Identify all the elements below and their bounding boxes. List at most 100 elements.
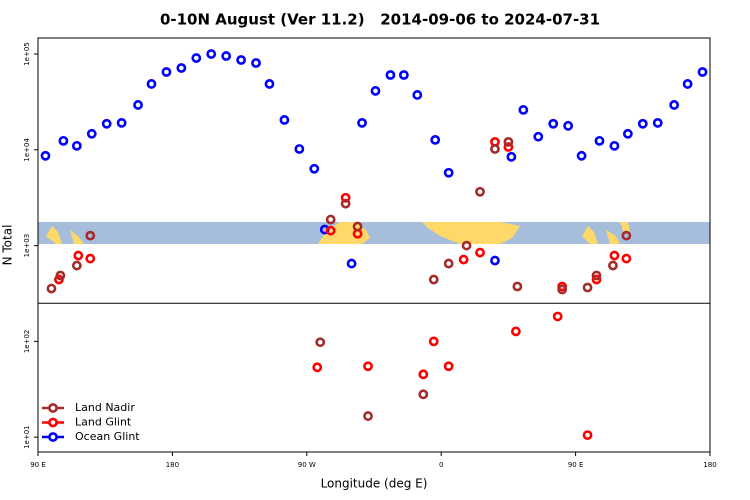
point — [161, 67, 172, 77]
point — [552, 311, 563, 322]
point — [594, 135, 605, 146]
point — [563, 120, 574, 131]
point — [398, 70, 409, 80]
point — [357, 117, 367, 128]
point — [86, 128, 97, 139]
point — [370, 86, 381, 96]
legend-label: Land Nadir — [75, 401, 135, 414]
point — [682, 79, 693, 89]
point — [458, 254, 469, 265]
point — [475, 186, 485, 197]
legend-marker — [48, 403, 58, 413]
point — [309, 163, 320, 174]
x-tick-label: 180 — [166, 461, 179, 469]
point — [294, 144, 305, 154]
point — [591, 270, 602, 281]
point — [518, 105, 529, 115]
point — [312, 362, 323, 373]
point — [609, 250, 620, 261]
legend-label: Land Glint — [75, 416, 132, 429]
point — [116, 117, 127, 128]
point — [652, 117, 663, 128]
point — [622, 128, 633, 139]
point — [340, 198, 351, 209]
x-axis-label: Longitude (deg E) — [321, 477, 428, 491]
point — [352, 221, 363, 232]
point — [609, 140, 620, 151]
point — [418, 369, 429, 380]
point — [71, 260, 82, 271]
series — [40, 49, 708, 269]
point — [443, 167, 454, 178]
point — [669, 100, 680, 110]
point — [40, 150, 51, 161]
point — [443, 258, 454, 269]
point — [46, 283, 57, 294]
legend-marker — [48, 432, 58, 442]
point — [621, 230, 632, 241]
point — [490, 144, 500, 154]
point — [146, 79, 157, 89]
point — [576, 150, 587, 161]
point — [251, 58, 261, 68]
x-tick-label: 90 W — [298, 461, 316, 469]
point — [191, 53, 202, 63]
point — [582, 430, 593, 441]
chart-title: 0-10N August (Ver 11.2) 2014-09-06 to 20… — [160, 11, 600, 29]
legend-marker — [48, 417, 58, 428]
point — [503, 136, 514, 147]
point — [85, 253, 96, 264]
point — [325, 214, 336, 225]
x-tick-label: 90 E — [568, 461, 584, 469]
point — [591, 274, 602, 285]
point — [412, 90, 423, 100]
point — [85, 230, 96, 241]
point — [264, 79, 275, 89]
point — [346, 258, 357, 269]
point — [637, 118, 648, 129]
point — [133, 100, 143, 110]
point — [236, 55, 246, 65]
point — [490, 255, 500, 266]
point — [461, 240, 472, 251]
point — [315, 337, 326, 348]
point — [697, 67, 708, 77]
map-band — [38, 222, 710, 244]
map-land — [582, 222, 630, 244]
legend-label: Ocean Glint — [75, 430, 140, 443]
point — [582, 282, 593, 293]
point — [608, 260, 618, 271]
point — [385, 70, 396, 80]
point — [506, 151, 517, 162]
series — [46, 136, 632, 421]
point — [503, 142, 514, 152]
x-tick-label: 180 — [703, 461, 716, 469]
point — [176, 63, 187, 73]
y-tick-label: 1e+02 — [23, 330, 31, 354]
point — [206, 49, 217, 59]
x-tick-label: 90 E — [30, 461, 46, 469]
y-axis-label: N Total — [1, 225, 15, 266]
point — [71, 140, 82, 151]
point — [621, 253, 632, 264]
map-land — [46, 226, 84, 244]
point — [548, 118, 559, 129]
point — [325, 225, 336, 236]
point — [443, 361, 454, 372]
point — [101, 118, 112, 129]
x-tick-label: 0 — [439, 461, 443, 469]
point — [475, 247, 485, 258]
y-tick-label: 1e+04 — [23, 138, 31, 162]
point — [428, 336, 439, 347]
point — [533, 131, 544, 142]
point — [73, 250, 84, 261]
y-tick-label: 1e+01 — [23, 425, 31, 449]
point — [557, 284, 568, 295]
point — [221, 51, 232, 61]
point — [55, 270, 66, 281]
map-ocean — [38, 222, 710, 244]
point — [279, 115, 290, 125]
plot-frame — [37, 37, 711, 453]
